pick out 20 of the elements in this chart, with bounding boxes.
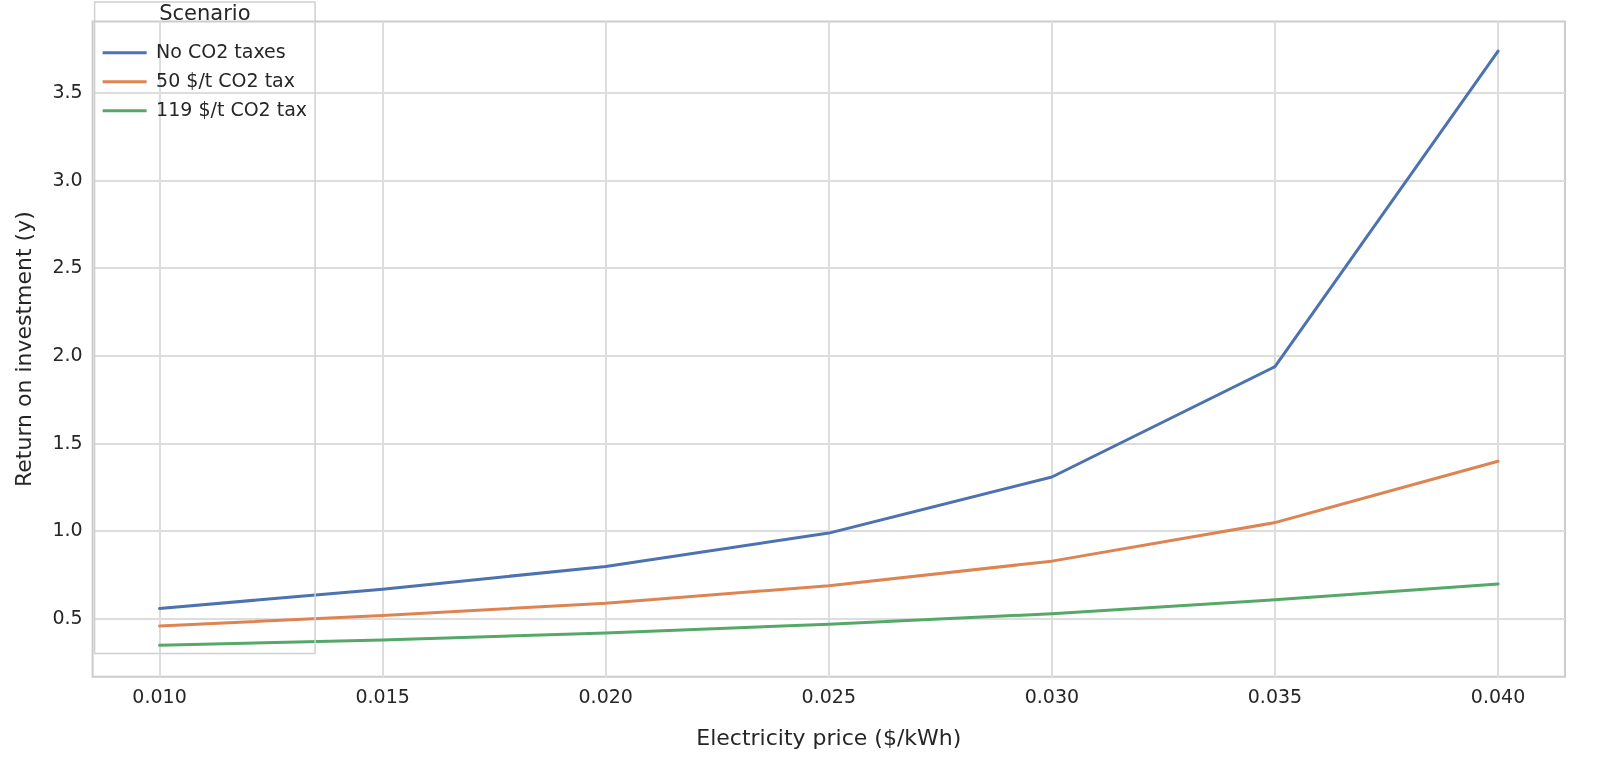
x-tick-label: 0.040 (1470, 685, 1526, 708)
y-tick-label: 3.0 (52, 167, 83, 190)
y-tick-label: 1.5 (52, 430, 83, 453)
legend-title: Scenario (159, 0, 251, 25)
y-tick-label: 0.5 (52, 605, 83, 628)
legend-label: 119 $/t CO2 tax (156, 97, 308, 120)
x-tick-label: 0.030 (1024, 685, 1080, 708)
x-tick-label: 0.015 (355, 685, 410, 708)
y-tick-label: 2.5 (52, 255, 83, 278)
legend-label: 50 $/t CO2 tax (156, 68, 296, 91)
y-axis-title: Return on investment (y) (10, 211, 36, 488)
x-tick-label: 0.010 (132, 685, 187, 708)
x-tick-label: 0.020 (578, 685, 633, 708)
legend-label: No CO2 taxes (156, 39, 286, 62)
y-tick-label: 1.0 (52, 518, 83, 541)
x-tick-label: 0.035 (1247, 685, 1303, 708)
x-tick-label: 0.025 (801, 685, 857, 708)
y-tick-label: 3.5 (52, 80, 83, 103)
y-tick-label: 2.0 (52, 343, 83, 366)
x-axis-title: Electricity price ($/kWh) (696, 724, 962, 750)
